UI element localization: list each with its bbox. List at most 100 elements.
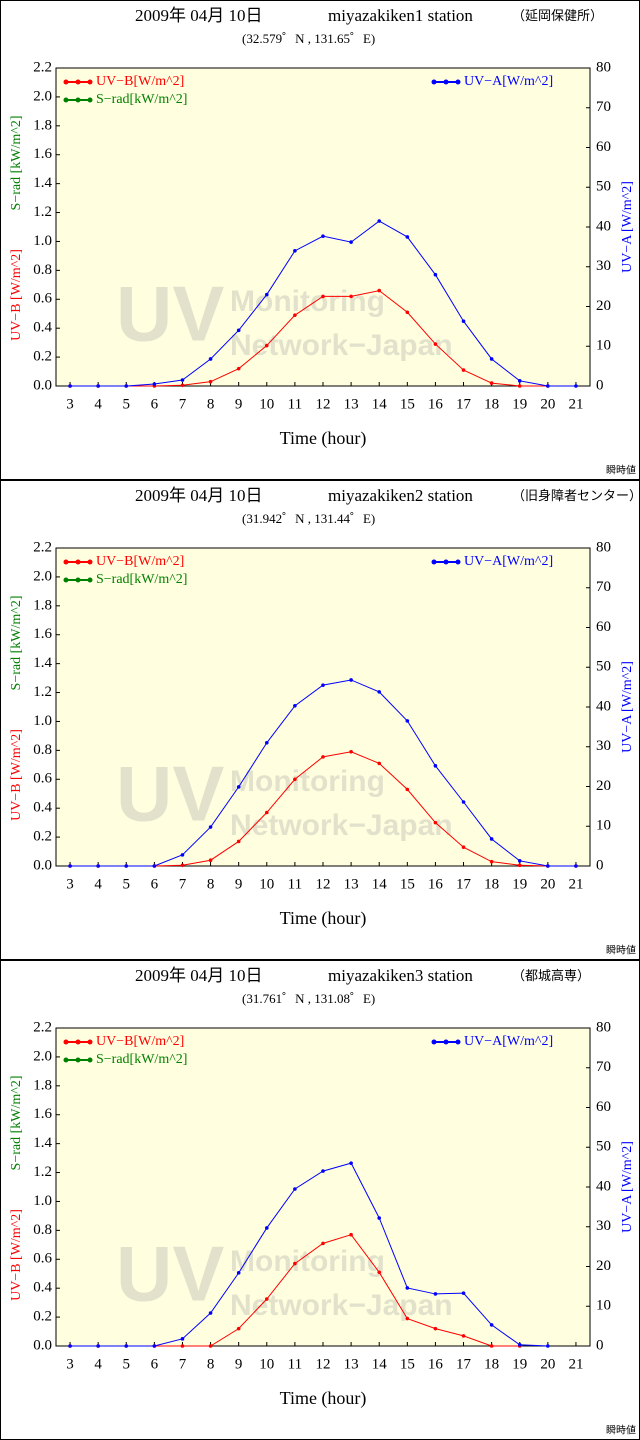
- watermark: Network−Japan: [230, 809, 453, 842]
- data-point: [461, 1291, 466, 1295]
- data-point: [124, 864, 129, 868]
- data-point: [377, 219, 382, 223]
- y-tick-label: 2.0: [33, 1048, 52, 1064]
- legend-label: UV−B[W/m^2]: [96, 74, 184, 89]
- x-tick-label: 4: [94, 1356, 102, 1372]
- data-point: [180, 1337, 185, 1341]
- chart-title: 2009年 04月 10日: [135, 966, 263, 985]
- data-point: [321, 234, 325, 238]
- y-tick-label: 1.8: [33, 117, 52, 133]
- legend-dot: [431, 559, 437, 565]
- data-point: [236, 839, 241, 844]
- y2-tick-label: 0: [596, 377, 604, 393]
- y-tick-label: 0.2: [33, 1309, 52, 1325]
- x-axis-label: Time (hour): [280, 428, 367, 449]
- y-tick-label: 1.0: [33, 713, 52, 729]
- x-tick-label: 11: [288, 876, 302, 892]
- data-point: [574, 864, 578, 868]
- series-line: [70, 290, 548, 387]
- y2-tick-label: 60: [596, 619, 611, 635]
- x-tick-label: 21: [568, 396, 583, 412]
- data-point: [349, 1232, 353, 1237]
- x-tick-label: 18: [484, 876, 499, 892]
- y2-axis-label: UV−A [W/m^2]: [620, 661, 635, 753]
- data-point: [236, 366, 241, 371]
- y2-tick-label: 70: [596, 1059, 611, 1075]
- y2-tick-label: 50: [596, 1139, 611, 1155]
- data-point: [349, 678, 353, 682]
- data-point: [236, 1271, 241, 1275]
- data-point: [293, 313, 297, 317]
- x-tick-label: 19: [512, 876, 527, 892]
- x-tick-label: 19: [512, 1356, 527, 1372]
- data-point: [68, 1344, 72, 1348]
- legend-dot: [431, 1039, 437, 1045]
- x-tick-label: 17: [456, 396, 472, 412]
- x-tick-label: 5: [123, 876, 131, 892]
- y2-tick-label: 10: [596, 338, 611, 354]
- legend-dot: [75, 97, 81, 103]
- y-tick-label: 1.2: [33, 1164, 52, 1180]
- data-point: [433, 1292, 438, 1296]
- legend-dot: [455, 79, 461, 85]
- plot-area: [55, 67, 591, 387]
- legend-dot: [63, 1039, 69, 1045]
- y-axis-label: UV−B [W/m^2]: [9, 729, 24, 821]
- y-tick-label: 1.2: [33, 684, 52, 700]
- data-point: [461, 800, 466, 804]
- data-point: [349, 1161, 353, 1165]
- y2-tick-label: 70: [596, 99, 611, 115]
- x-tick-label: 15: [400, 396, 415, 412]
- data-point: [124, 384, 129, 388]
- data-point: [96, 1344, 100, 1348]
- y-tick-label: 2.0: [33, 568, 52, 584]
- data-point: [321, 1169, 325, 1173]
- data-point: [517, 1343, 522, 1347]
- watermark: UV: [116, 750, 224, 838]
- x-tick-label: 4: [94, 396, 102, 412]
- x-tick-label: 10: [259, 876, 274, 892]
- station-location: （都城高専）: [512, 968, 590, 983]
- y2-tick-label: 70: [596, 579, 611, 595]
- x-tick-label: 10: [259, 396, 274, 412]
- legend-dot: [87, 559, 93, 565]
- x-tick-label: 9: [235, 876, 243, 892]
- data-point: [264, 810, 269, 815]
- data-point: [208, 825, 213, 829]
- data-point: [405, 235, 410, 239]
- legend-dot: [431, 79, 437, 85]
- legend-dot: [87, 577, 93, 583]
- data-point: [264, 1297, 269, 1301]
- x-tick-label: 8: [207, 396, 215, 412]
- legend-label: S−rad[kW/m^2]: [96, 572, 187, 587]
- data-point: [405, 310, 410, 315]
- x-tick-label: 16: [428, 396, 444, 412]
- data-point: [264, 1226, 269, 1230]
- data-point: [461, 1334, 466, 1338]
- data-point: [264, 292, 269, 297]
- x-tick-label: 21: [568, 1356, 583, 1372]
- x-tick-label: 6: [151, 876, 159, 892]
- y-tick-label: 0.2: [33, 829, 52, 845]
- y-tick-label: 0.4: [33, 320, 52, 336]
- data-point: [180, 1344, 185, 1348]
- data-point: [433, 820, 438, 825]
- data-point: [208, 858, 213, 863]
- y2-tick-label: 80: [596, 1019, 611, 1035]
- plot-area: [55, 1027, 591, 1347]
- data-point: [236, 328, 241, 333]
- data-point: [96, 384, 100, 388]
- x-tick-label: 5: [123, 1356, 131, 1372]
- y-tick-label: 2.0: [33, 88, 52, 104]
- legend-dot: [443, 79, 449, 85]
- x-tick-label: 9: [235, 1356, 243, 1372]
- data-point: [96, 864, 100, 868]
- y-tick-label: 0.6: [33, 771, 52, 787]
- data-point: [293, 1187, 297, 1191]
- watermark: UV: [116, 270, 224, 358]
- data-point: [180, 383, 185, 388]
- legend-dot: [87, 1039, 93, 1045]
- y2-tick-label: 60: [596, 139, 611, 155]
- y2-axis-label: UV−A [W/m^2]: [620, 181, 635, 273]
